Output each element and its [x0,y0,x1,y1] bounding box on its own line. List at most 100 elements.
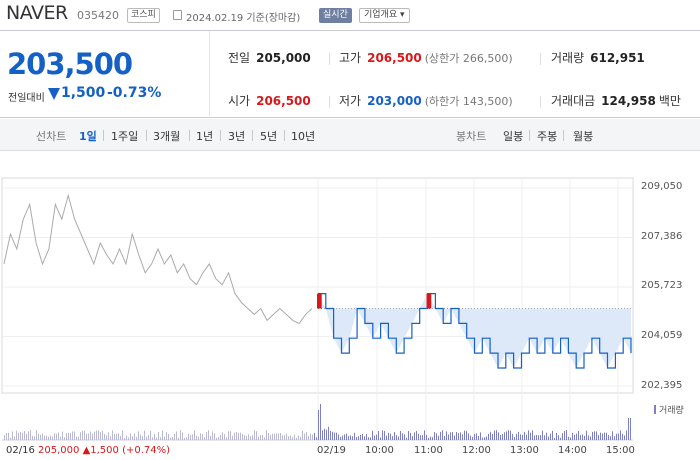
volume-bar [400,431,401,440]
price-change: 1,500 [61,85,106,101]
volume-bar [416,430,417,440]
tab-1w[interactable]: 1주일 [111,130,139,143]
volume-bar [320,404,321,440]
volume-bar [446,431,447,440]
volume-bar [514,437,515,440]
volume-bar [82,430,83,440]
volume-bar [306,431,307,440]
y-tick-label: 209,050 [641,181,683,192]
volume-bar [576,433,577,440]
stock-code: 035420 [77,9,119,22]
volume-bar [130,433,131,440]
stock-header: NAVER 035420 코스피 2024.02.19 기준(장마감) 실시간 … [0,0,700,30]
tab-monthly[interactable]: 월봉 [573,130,594,143]
volume-bar [470,435,471,440]
volume-bar [18,432,19,440]
market-badge: 코스피 [127,8,160,23]
volume-bar [64,437,65,440]
volume-bar [586,430,587,440]
volume-bar [222,432,223,440]
volume-bar [530,432,531,440]
volume-bar [30,430,31,440]
y-tick-label: 202,395 [641,380,683,391]
volume-bar [498,432,499,440]
tab-1y[interactable]: 1년 [196,130,214,143]
volume-bar [318,410,319,440]
volume-bar [430,436,431,440]
volume-bar [252,435,253,440]
price-summary: 203,500 전일대비 1,500 -0.73% 전일 205,000 고가 20… [0,30,700,118]
footer-close: 205,000 [38,445,80,456]
volume-bar [450,432,451,440]
realtime-button[interactable]: 실시간 [319,8,352,23]
volume-bar [580,435,581,440]
compare-label: 전일대비 [8,93,45,104]
volume-bar [98,430,99,440]
tab-5y[interactable]: 5년 [260,130,278,143]
volume-bar [610,436,611,440]
volume-legend: 거래량 [654,403,684,416]
volume-bar [190,434,191,440]
price-chart: 209,050 207,386 205,723 204,059 202,395 … [0,152,700,460]
volume-bar [196,435,197,440]
tab-1d[interactable]: 1일 [79,130,97,143]
volume-bar [614,436,615,440]
volume-bar [368,437,369,440]
x-tick-label: 11:00 [414,445,443,456]
volume-bar [298,435,299,440]
tab-weekly[interactable]: 주봉 [537,130,558,143]
volume-bar [448,434,449,440]
volume-bar [478,435,479,440]
volume-bar [456,431,457,440]
volume-bar [540,435,541,440]
volume-bar [194,430,195,440]
volume-bar [412,436,413,440]
volume-bar [124,437,125,440]
y-tick-label: 207,386 [641,231,683,242]
volume-bar [128,437,129,440]
volume-bar [524,431,525,440]
volume-bar [12,431,13,440]
volume-bar [346,433,347,440]
volume-bar [164,436,165,440]
volume-bar [154,433,155,440]
volume-bar [56,433,57,440]
footer-change: ▲1,500 [82,445,119,456]
volume-bar [574,434,575,440]
x-tick-label: 14:00 [558,445,587,456]
volume-bar [344,434,345,440]
tab-10y[interactable]: 10년 [291,130,316,143]
volume-bar [572,432,573,440]
volume-bar [372,430,373,440]
volume-bar [398,436,399,440]
volume-bar [484,437,485,440]
volume-bar [454,435,455,440]
footer-rate: (+0.74%) [122,445,171,456]
volume-bar [444,436,445,440]
tab-daily[interactable]: 일봉 [503,130,524,143]
volume-bar [116,433,117,440]
volume-bar [118,433,119,440]
volume-bar [294,434,295,440]
volume-bar [332,431,333,440]
volume-bar [280,433,281,440]
volume-bar [26,433,27,440]
company-info-dropdown[interactable]: 기업개요 ▾ [359,8,410,23]
volume-bar [442,430,443,440]
volume-bar [508,430,509,440]
tab-3y[interactable]: 3년 [228,130,246,143]
volume-bar [66,433,67,440]
volume-bar [440,431,441,440]
volume-bar [552,430,553,440]
volume-bar [434,432,435,440]
above-reference-mark [426,293,432,309]
volume-bar [304,433,305,440]
tab-3m[interactable]: 3개월 [153,130,181,143]
volume-bar [218,436,219,440]
volume-bar [476,433,477,440]
base-date: 2024.02.19 기준(장마감) [186,13,301,24]
current-price-panel: 203,500 전일대비 1,500 -0.73% [0,31,210,118]
volume-bar [182,432,183,440]
y-tick-label: 205,723 [641,280,683,291]
volume-bar [568,436,569,440]
